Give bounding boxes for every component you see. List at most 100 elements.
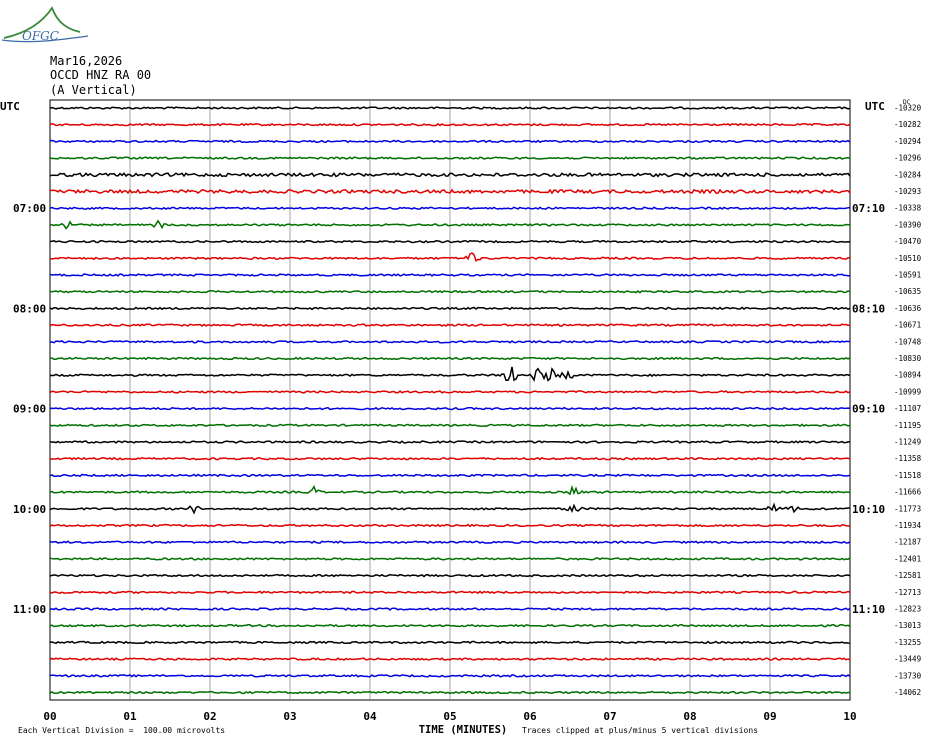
footer-division-note: Each Vertical Division = 100.00 microvol… [18,726,226,735]
dc-offset-label: -12581 [894,571,921,580]
dc-offset-label: -10591 [894,271,921,280]
header-station: OCCD HNZ RA 00 [50,68,152,82]
dc-offset-label: -11195 [894,421,921,430]
trace-line [49,406,851,411]
ofgc-logo: OFGC [1,6,89,43]
dc-offset-label: -12187 [894,538,921,547]
footer-clip-note: Traces clipped at plus/minus 5 vertical … [522,726,759,735]
trace-line [49,306,851,311]
trace-line [49,673,851,678]
left-hour-label: 10:00 [13,503,46,516]
dc-offset-label: -10748 [894,337,922,346]
x-axis-label: TIME (MINUTES) [419,724,508,736]
trace-line [49,323,850,327]
x-tick-label: 06 [523,710,537,723]
x-tick-label: 01 [123,710,137,723]
trace-line [49,473,851,478]
dc-offset-label: -10282 [894,120,921,129]
trace-line [49,252,851,262]
dc-offset-label: -10636 [894,304,922,313]
dc-offset-label: -11773 [894,504,921,513]
trace-line [49,657,851,661]
x-tick-label: 00 [43,710,56,723]
x-tick-label: 04 [363,710,377,723]
dc-offset-label: -11358 [894,454,922,463]
right-hour-label: 09:10 [852,403,885,416]
dc-offset-label: -10635 [894,287,921,296]
swoosh-underline-icon [1,35,89,43]
dc-offset-label: -13255 [894,638,921,647]
dc-label: DC [903,99,911,106]
left-hour-label: 09:00 [13,403,46,416]
logo-text: OFGC [22,29,59,43]
trace-line [49,106,851,110]
trace-line [49,172,851,178]
dc-offset-label: -12713 [894,588,921,597]
x-tick-label: 07 [603,710,616,723]
trace-line [49,366,851,382]
x-tick-label: 05 [443,710,456,723]
dc-offset-label: -11934 [894,521,922,530]
dc-offset-label: -10671 [894,321,921,330]
trace-line [49,289,851,294]
left-hour-label: 08:00 [13,302,46,315]
left-hour-label: 07:00 [13,202,46,215]
trace-line [49,590,851,595]
right-hour-label: 07:10 [852,202,885,215]
trace-line [49,623,851,628]
label-group: -10320 -10282 -10294 -10296 -10284 -10293 -103… [0,99,922,736]
dc-offset-label: -10296 [894,154,922,163]
trace-line [49,219,851,230]
dc-offset-label: -10894 [894,371,922,380]
trace-line [49,139,851,144]
trace-line [49,607,851,611]
trace-line [49,440,851,444]
right-hour-label: 08:10 [852,302,885,315]
dc-offset-label: -14062 [894,688,921,697]
trace-line [49,573,851,578]
dc-offset-label: -10338 [894,204,922,213]
dc-offset-label: -10320 [894,104,922,113]
dc-offset-label: -10470 [894,237,922,246]
x-tick-label: 09 [763,710,776,723]
dc-offset-label: -13013 [894,621,921,630]
trace-line [49,188,851,195]
trace-line [49,156,851,160]
trace-line [49,484,850,496]
dc-offset-label: -11249 [894,438,921,447]
right-hour-label: 11:10 [852,603,885,616]
dc-offset-label: -10830 [894,354,922,363]
trace-line [49,502,850,515]
trace-line [49,273,851,277]
x-tick-label: 08 [683,710,696,723]
mountain-swoosh-icon [3,6,81,39]
trace-line [49,239,851,244]
dc-offset-label: -11518 [894,471,922,480]
dc-offset-label: -12401 [894,554,921,563]
trace-line [49,456,851,461]
trace-line [49,390,851,394]
dc-offset-label: -11666 [894,488,922,497]
trace-line [49,557,851,561]
header-component: (A Vertical) [50,83,137,97]
x-tick-label: 02 [203,710,216,723]
trace-group [49,106,851,695]
left-hour-label: 11:00 [13,603,46,616]
header-date: Mar16,2026 [50,54,123,68]
dc-offset-label: -13730 [894,671,922,680]
trace-line [49,540,851,545]
dc-offset-label: -12823 [894,605,921,614]
trace-line [49,523,851,528]
left-axis-label: UTC [0,100,20,113]
trace-line [49,356,851,361]
dc-offset-label: -10294 [894,137,922,146]
dc-offset-label: -10293 [894,187,921,196]
x-tick-label: 03 [283,710,296,723]
dc-offset-label: -10999 [894,387,921,396]
dc-offset-label: -13449 [894,655,921,664]
grid-lines [49,99,851,701]
trace-line [49,339,850,344]
trace-line [49,206,851,210]
right-hour-label: 10:10 [852,503,885,516]
